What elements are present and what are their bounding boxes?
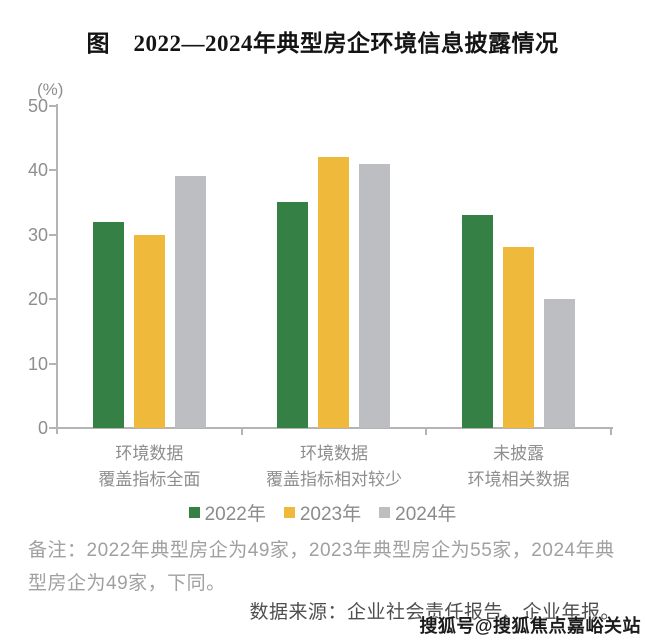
legend-label: 2024年 bbox=[395, 504, 457, 525]
y-tick-mark bbox=[49, 427, 57, 429]
y-tick-mark bbox=[49, 169, 57, 171]
y-tick-mark bbox=[49, 362, 57, 365]
y-tick-label: 10 bbox=[27, 353, 48, 374]
legend-label: 2022年 bbox=[204, 504, 266, 525]
legend-item: 2024年 bbox=[379, 499, 456, 526]
bar-2022年 bbox=[92, 221, 124, 428]
y-tick-mark bbox=[49, 104, 57, 107]
y-tick-label: 40 bbox=[27, 160, 48, 180]
bar-2022年 bbox=[277, 202, 309, 428]
y-axis bbox=[56, 104, 58, 434]
x-axis bbox=[56, 427, 613, 429]
category-label: 环境数据 覆盖指标相对较少 bbox=[265, 444, 402, 489]
x-tick-mark bbox=[610, 428, 612, 435]
bar-2023年 bbox=[503, 247, 535, 428]
bar-group bbox=[57, 176, 242, 428]
watermark-text: 搜狐号@搜狐焦点嘉峪关站 bbox=[419, 616, 641, 636]
y-axis-unit-label: (%) bbox=[37, 80, 64, 99]
remark-text: 备注：2022年典型房企为49家，2023年典型房企为55家，2024年典型房企… bbox=[28, 540, 615, 594]
legend-swatch bbox=[379, 507, 391, 518]
legend-swatch bbox=[283, 507, 295, 518]
y-tick-label: 20 bbox=[27, 289, 48, 309]
y-tick-label: 30 bbox=[27, 224, 48, 245]
category-label: 未披露 环境相关数据 bbox=[467, 444, 570, 489]
bar-2024年 bbox=[359, 163, 391, 428]
bar-2023年 bbox=[318, 157, 350, 428]
chart-title: 图 2022—2024年典型房企环境信息披露情况 bbox=[86, 31, 559, 56]
bar-group bbox=[242, 157, 427, 428]
y-tick-label: 0 bbox=[37, 418, 48, 438]
bar-2024年 bbox=[174, 176, 206, 428]
legend-item: 2022年 bbox=[188, 499, 266, 526]
category-label: 环境数据 覆盖指标全面 bbox=[98, 444, 201, 489]
bar-2022年 bbox=[462, 215, 494, 428]
bar-2023年 bbox=[133, 234, 165, 428]
legend: 2022年 2023年 2024年 bbox=[0, 499, 645, 526]
legend-label: 2023年 bbox=[299, 504, 362, 525]
y-tick-label: 50 bbox=[27, 95, 48, 116]
bar-group bbox=[426, 215, 611, 428]
bar-2024年 bbox=[544, 299, 576, 428]
x-tick-mark bbox=[240, 428, 243, 435]
legend-item: 2023年 bbox=[283, 499, 362, 526]
source-text: 数据来源：企业社会责任报告、企业年报。 bbox=[249, 602, 620, 623]
y-tick-mark bbox=[49, 233, 57, 236]
y-tick-mark bbox=[49, 298, 57, 300]
x-tick-mark bbox=[425, 428, 428, 435]
legend-swatch bbox=[188, 507, 200, 518]
